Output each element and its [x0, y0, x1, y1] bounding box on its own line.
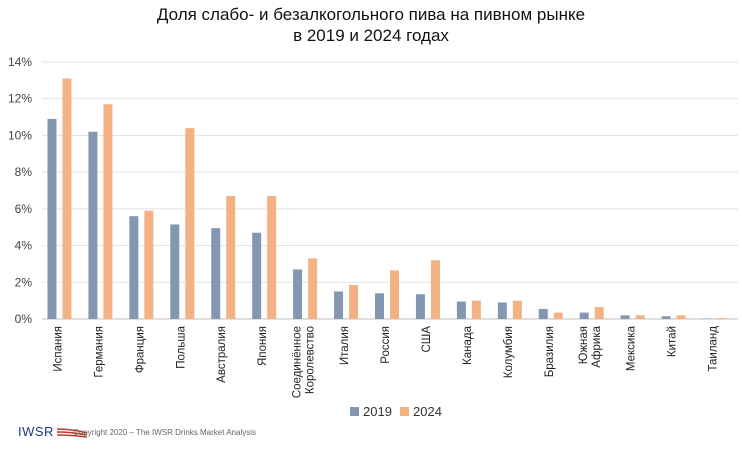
x-tick-label: Таиланд [708, 326, 720, 372]
bar-2024 [512, 300, 522, 319]
x-tick-label-group: Франция [134, 326, 146, 373]
y-tick-label: 6% [15, 202, 33, 216]
bar-2019 [88, 131, 98, 319]
x-tick-label-group: Канада [462, 325, 474, 365]
x-tick-label-group: США [421, 326, 433, 353]
bar-2019 [415, 294, 425, 319]
iwsr-logo: IWSR [18, 424, 87, 439]
y-tick-label: 12% [8, 92, 32, 106]
x-tick-label-group: Япония [257, 326, 269, 366]
y-tick-label: 0% [15, 312, 33, 326]
x-tick-label-group: Бразилия [544, 326, 556, 377]
y-tick-label: 14% [8, 55, 32, 69]
x-tick-label-group: Германия [93, 326, 105, 378]
x-tick-label-group: Таиланд [708, 326, 720, 372]
x-tick-label: Африка [591, 325, 603, 367]
x-tick-label-group: Колумбия [503, 326, 515, 378]
bar-2019 [375, 293, 384, 319]
bar-2024 [676, 315, 686, 319]
y-axis: 0% 2% 4% 6% 8% 10% 12% 14% [8, 55, 32, 326]
chart-title: Доля слабо- и безалкогольного пива на пи… [0, 4, 742, 46]
bar-2024 [185, 128, 195, 319]
bar-2024 [553, 312, 563, 319]
x-tick-label: Испания [52, 326, 64, 372]
x-tick-label-group: Мексика [626, 325, 638, 371]
bar-2024 [308, 258, 318, 319]
chart-title-line-2: в 2019 и 2024 годах [293, 26, 449, 45]
x-tick-label: Австралия [216, 326, 228, 383]
x-tick-label: Соединённое [292, 326, 304, 398]
bar-2019 [170, 224, 180, 319]
legend-label-2024: 2024 [413, 404, 442, 419]
bar-2024 [226, 196, 236, 319]
x-tick-label: Канада [462, 325, 474, 365]
bar-2024 [267, 196, 277, 319]
legend: 2019 2024 [350, 404, 442, 419]
bar-2019 [702, 318, 712, 320]
x-tick-label-group: Китай [667, 326, 679, 357]
copyright-text: Copyright 2020 – The IWSR Drinks Market … [73, 428, 257, 437]
bar-2019 [47, 118, 57, 320]
logo-stripes-icon [56, 427, 87, 438]
bar-2024 [635, 315, 645, 319]
x-tick-label: Китай [667, 326, 679, 357]
x-tick-label: Италия [339, 326, 351, 365]
y-tick-label: 2% [15, 275, 33, 289]
bar-2024 [594, 307, 604, 319]
x-tick-label: Бразилия [544, 326, 556, 377]
bar-2019 [579, 312, 589, 319]
x-tick-label: Германия [93, 326, 105, 378]
legend-label-2019: 2019 [363, 404, 392, 419]
bar-2019 [661, 316, 671, 319]
legend-swatch-2019 [350, 407, 359, 416]
y-tick-label: 4% [15, 239, 33, 253]
bar-2024 [430, 260, 440, 319]
x-tick-label-group: Польша [175, 325, 187, 368]
x-tick-label: Колумбия [503, 326, 515, 378]
bar-2019 [538, 308, 548, 319]
legend-swatch-2024 [400, 407, 409, 416]
bar-2019 [293, 269, 303, 319]
bar-2024 [390, 270, 399, 319]
bar-2019 [252, 232, 262, 319]
bar-2024 [144, 210, 154, 319]
bar-2019 [620, 315, 630, 319]
bar-2019 [129, 216, 139, 319]
bar-2024 [471, 300, 481, 319]
bar-2024 [349, 285, 359, 319]
x-tick-label: Южная [578, 326, 590, 364]
bar-2019 [497, 302, 507, 319]
iwsr-logo-text: IWSR [18, 424, 54, 439]
bar-2019 [211, 228, 221, 319]
bar-2019 [334, 291, 344, 319]
bar-2024 [62, 78, 72, 320]
x-tick-label-group: Южная Африка [578, 325, 603, 367]
x-tick-label: Польша [175, 325, 187, 368]
x-tick-label-group: Италия [339, 326, 351, 365]
x-tick-label: Мексика [626, 325, 638, 371]
bar-2024 [717, 318, 727, 319]
chart-title-line-1: Доля слабо- и безалкогольного пива на пи… [156, 5, 586, 24]
x-tick-label-group: Россия [380, 326, 392, 364]
y-tick-label: 8% [15, 165, 33, 179]
bar-2024 [103, 104, 113, 319]
x-tick-label-group: Австралия [216, 326, 228, 383]
x-tick-label: США [421, 326, 433, 353]
x-tick-label: Россия [380, 326, 392, 364]
bar-2019 [456, 301, 466, 319]
y-tick-label: 10% [8, 128, 32, 142]
x-tick-label: Королевство [305, 326, 317, 394]
bars [47, 78, 727, 320]
x-tick-label-group: Испания [52, 326, 64, 372]
x-tick-label: Япония [257, 326, 269, 366]
x-axis: Испания Германия Франция Польша Австралия Япо… [52, 325, 719, 398]
x-tick-label: Франция [134, 326, 146, 373]
x-tick-label-group: Соединённое Королевство [292, 326, 317, 398]
